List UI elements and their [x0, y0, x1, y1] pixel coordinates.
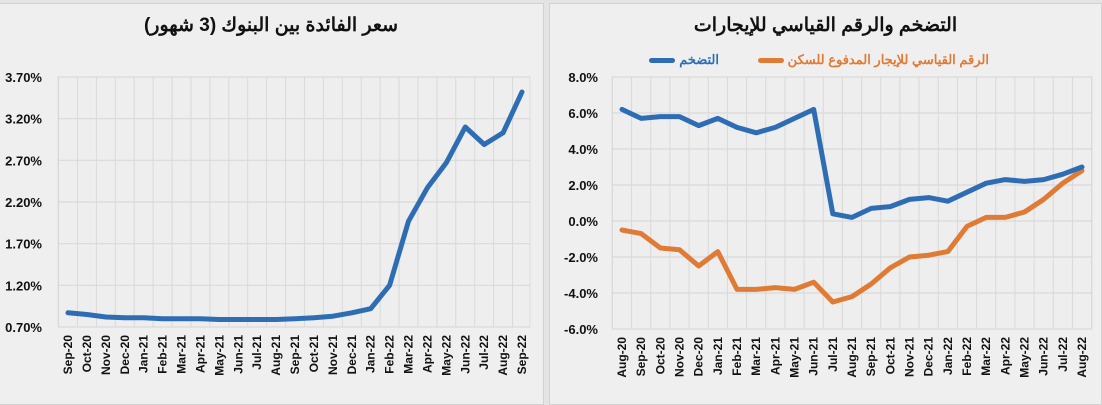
- y-tick-label: 2.20%: [5, 195, 42, 210]
- x-tick-label: Dec-21: [922, 337, 936, 377]
- x-tick-label: Sep-20: [61, 335, 75, 375]
- x-tick-label: Jul-21: [250, 335, 264, 370]
- legend-item-rent: الرقم القياسي للإيجار المدفوع للسكن: [757, 52, 989, 68]
- x-tick-label: Apr-22: [998, 337, 1012, 375]
- x-tick-label: Oct-20: [80, 335, 94, 373]
- x-tick-label: Dec-20: [118, 335, 132, 375]
- x-tick-label: Nov-20: [99, 335, 113, 375]
- series-line: [65, 89, 525, 322]
- x-tick-label: Apr-22: [420, 335, 434, 373]
- x-tick-label: Oct-21: [883, 337, 897, 375]
- y-tick-label: 0.0%: [568, 214, 598, 229]
- x-tick-label: Jul-22: [1056, 337, 1070, 372]
- x-tick-label: Jan-22: [941, 337, 955, 375]
- x-tick-label: May-22: [1018, 337, 1032, 378]
- x-tick-label: Jun-22: [458, 335, 472, 374]
- x-tick-label: Dec-21: [345, 335, 359, 375]
- x-tick-label: May-22: [439, 335, 453, 376]
- x-tick-label: Sep-22: [515, 335, 529, 375]
- x-tick-label: May-21: [212, 335, 226, 376]
- x-tick-label: Jan-22: [364, 335, 378, 373]
- x-tick-label: Nov-21: [903, 337, 917, 377]
- x-tick-label: Aug-20: [615, 337, 629, 378]
- y-tick-label: -2.0%: [564, 250, 598, 265]
- x-tick-label: Jul-21: [826, 337, 840, 372]
- x-tick-label: Aug-22: [1075, 337, 1089, 378]
- y-tick-label: 6.0%: [568, 106, 598, 121]
- x-tick-label: Jun-22: [1037, 337, 1051, 376]
- x-tick-label: Nov-20: [673, 337, 687, 377]
- y-tick-label: 2.0%: [568, 178, 598, 193]
- legend-label: الرقم القياسي للإيجار المدفوع للسكن: [787, 52, 989, 67]
- x-tick-label: Oct-21: [307, 335, 321, 373]
- y-tick-label: 1.70%: [5, 237, 42, 252]
- y-tick-label: 4.0%: [568, 142, 598, 157]
- x-tick-label: Apr-21: [768, 337, 782, 375]
- y-tick-label: 3.20%: [5, 112, 42, 127]
- series-line: [619, 168, 1085, 305]
- legend-swatch-orange: [757, 57, 784, 63]
- legend-item-inflation: التضخم: [649, 52, 719, 68]
- x-tick-label: Dec-20: [692, 337, 706, 377]
- y-tick-label: -6.0%: [564, 322, 598, 337]
- x-tick-label: Feb-22: [383, 335, 397, 374]
- y-tick-label: 0.70%: [5, 320, 42, 335]
- x-tick-label: Jan-21: [711, 337, 725, 375]
- chart-title: التضخم والرقم القياسي للإيجارات: [693, 15, 958, 36]
- x-tick-label: Jun-21: [807, 337, 821, 376]
- chart-title: سعر الفائدة بين البنوك (3 شهور): [143, 15, 399, 36]
- y-tick-label: 3.70%: [5, 70, 42, 85]
- x-tick-label: Apr-21: [193, 335, 207, 373]
- x-tick-label: Feb-21: [730, 337, 744, 376]
- legend-swatch-blue: [649, 57, 676, 63]
- x-tick-label: Mar-22: [979, 337, 993, 376]
- x-tick-label: Mar-21: [749, 337, 763, 376]
- legend-label: التضخم: [679, 52, 719, 67]
- x-tick-label: May-21: [788, 337, 802, 378]
- x-tick-label: Jul-22: [477, 335, 491, 370]
- x-tick-label: Mar-22: [402, 335, 416, 374]
- x-tick-label: Feb-21: [156, 335, 170, 374]
- x-tick-label: Mar-21: [175, 335, 189, 374]
- series-line: [619, 106, 1085, 220]
- y-tick-label: 8.0%: [568, 70, 598, 85]
- y-tick-label: 2.70%: [5, 153, 42, 168]
- y-tick-label: 1.20%: [5, 278, 42, 293]
- y-tick-label: -4.0%: [564, 286, 598, 301]
- x-tick-label: Sep-20: [634, 337, 648, 377]
- x-tick-label: Jun-21: [231, 335, 245, 374]
- x-tick-label: Sep-21: [864, 337, 878, 377]
- x-tick-label: Feb-22: [960, 337, 974, 376]
- x-tick-label: Oct-20: [653, 337, 667, 375]
- x-tick-label: Aug-21: [845, 337, 859, 378]
- x-tick-label: Sep-21: [288, 335, 302, 375]
- chart-0: 0.70% 1.20% 1.70% 2.20% 2.70% 3.20% 3.70% Sep-2…: [5, 70, 531, 376]
- x-tick-label: Aug-22: [496, 335, 510, 376]
- x-tick-label: Aug-21: [269, 335, 283, 376]
- x-tick-label: Nov-21: [326, 335, 340, 375]
- chart-1: -6.0% -4.0% -2.0% 0.0% 2.0% 4.0% 6.0% 8.0% Aug-2…: [564, 70, 1093, 378]
- x-tick-label: Jan-21: [137, 335, 151, 373]
